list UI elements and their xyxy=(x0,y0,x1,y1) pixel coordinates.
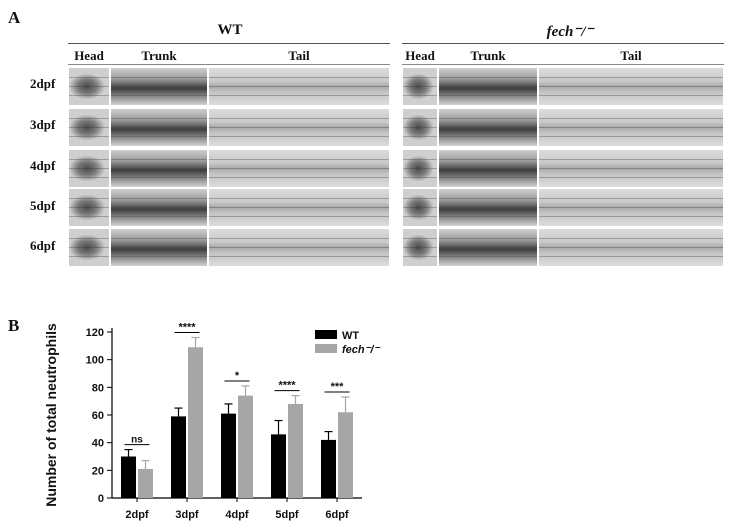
fech-tail-image-5dpf xyxy=(538,188,724,227)
fech-trunk-image-2dpf xyxy=(438,67,538,106)
row-label-3dpf: 3dpf xyxy=(30,117,56,132)
legend-swatch-fech xyxy=(315,344,337,353)
y-tick-label-0: 0 xyxy=(98,493,104,505)
wt-tail-image-2dpf xyxy=(208,67,390,106)
wt-trunk-image-4dpf xyxy=(110,149,208,188)
wt-tail-image-5dpf xyxy=(208,188,390,227)
fech-trunk-image-3dpf xyxy=(438,108,538,147)
fech-group-title: fech⁻/⁻ xyxy=(546,24,594,40)
column-head-rule-wt xyxy=(68,64,390,65)
fech-head-image-3dpf xyxy=(402,108,438,147)
y-axis-title: Number of total neutrophils xyxy=(43,323,59,507)
significance-label-6dpf: *** xyxy=(331,381,345,393)
fech-trunk-image-4dpf xyxy=(438,149,538,188)
x-tick-label-3dpf: 3dpf xyxy=(175,509,199,521)
fech-head-image-4dpf xyxy=(402,149,438,188)
fech-trunk-image-6dpf xyxy=(438,228,538,267)
x-tick-label-2dpf: 2dpf xyxy=(125,509,149,521)
fech-head-image-5dpf xyxy=(402,188,438,227)
fech-trunk-image-5dpf xyxy=(438,188,538,227)
y-tick-label-100: 100 xyxy=(86,355,104,367)
significance-label-5dpf: **** xyxy=(278,380,296,392)
wt-trunk-image-5dpf xyxy=(110,188,208,227)
neutrophil-bar-chart: 0 20 40 60 80 100 120 Number of total neutrophi… xyxy=(43,322,380,521)
fech-head-image-6dpf xyxy=(402,228,438,267)
fech-col-head: Head xyxy=(405,48,435,63)
fech-head-image-2dpf xyxy=(402,67,438,106)
y-tick-label-80: 80 xyxy=(92,382,104,394)
wt-group-rule xyxy=(68,43,390,44)
bar-2dpf-wt xyxy=(121,456,136,498)
wt-head-image-4dpf xyxy=(68,149,110,188)
bar-3dpf-fech xyxy=(188,347,203,498)
fech-tail-image-2dpf xyxy=(538,67,724,106)
row-label-5dpf: 5dpf xyxy=(30,198,56,213)
row-label-2dpf: 2dpf xyxy=(30,76,56,91)
chart-axes: 0 20 40 60 80 100 120 Number of total neutrophi… xyxy=(43,323,362,521)
wt-head-image-5dpf xyxy=(68,188,110,227)
legend-swatch-wt xyxy=(315,330,337,339)
y-tick-label-120: 120 xyxy=(86,327,104,339)
x-tick-label-6dpf: 6dpf xyxy=(325,509,349,521)
wt-col-trunk: Trunk xyxy=(141,48,177,63)
fech-col-tail: Tail xyxy=(620,48,642,63)
wt-trunk-image-2dpf xyxy=(110,67,208,106)
bar-5dpf-wt xyxy=(271,434,286,498)
row-label-6dpf: 6dpf xyxy=(30,238,56,253)
wt-tail-image-6dpf xyxy=(208,228,390,267)
legend-label-fech: fech⁻/⁻ xyxy=(342,344,380,356)
wt-tail-image-3dpf xyxy=(208,108,390,147)
wt-col-head: Head xyxy=(74,48,104,63)
bar-2dpf-fech xyxy=(138,468,153,498)
x-tick-label-5dpf: 5dpf xyxy=(275,509,299,521)
wt-trunk-image-6dpf xyxy=(110,228,208,267)
panel-a-letter: A xyxy=(8,8,21,27)
significance-label-3dpf: **** xyxy=(178,322,196,334)
bar-6dpf-fech xyxy=(338,412,353,498)
wt-group-title: WT xyxy=(217,22,243,38)
legend-label-wt: WT xyxy=(342,330,359,342)
fech-group-rule xyxy=(402,43,724,44)
x-tick-label-4dpf: 4dpf xyxy=(225,509,249,521)
fech-tail-image-6dpf xyxy=(538,228,724,267)
bar-4dpf-wt xyxy=(221,413,236,498)
chart-legend: WT fech⁻/⁻ xyxy=(315,330,380,356)
fech-tail-image-3dpf xyxy=(538,108,724,147)
significance-label-2dpf: ns xyxy=(131,435,143,446)
significance-label-4dpf: * xyxy=(235,370,240,382)
chart-significance: ns********* *** xyxy=(124,322,350,446)
row-label-4dpf: 4dpf xyxy=(30,158,56,173)
fech-col-trunk: Trunk xyxy=(470,48,506,63)
y-tick-label-60: 60 xyxy=(92,410,104,422)
wt-head-image-3dpf xyxy=(68,108,110,147)
wt-col-tail: Tail xyxy=(288,48,310,63)
wt-head-image-2dpf xyxy=(68,67,110,106)
chart-error-bars xyxy=(124,336,350,469)
wt-head-image-6dpf xyxy=(68,228,110,267)
y-tick-label-20: 20 xyxy=(92,465,104,477)
panel-b-letter: B xyxy=(8,316,20,335)
bar-4dpf-fech xyxy=(238,395,253,498)
wt-trunk-image-3dpf xyxy=(110,108,208,147)
chart-bars xyxy=(121,347,353,498)
bar-6dpf-wt xyxy=(321,439,336,498)
bar-3dpf-wt xyxy=(171,416,186,498)
fech-tail-image-4dpf xyxy=(538,149,724,188)
wt-tail-image-4dpf xyxy=(208,149,390,188)
y-tick-label-40: 40 xyxy=(92,438,104,450)
bar-5dpf-fech xyxy=(288,403,303,498)
column-head-rule-fech xyxy=(402,64,724,65)
